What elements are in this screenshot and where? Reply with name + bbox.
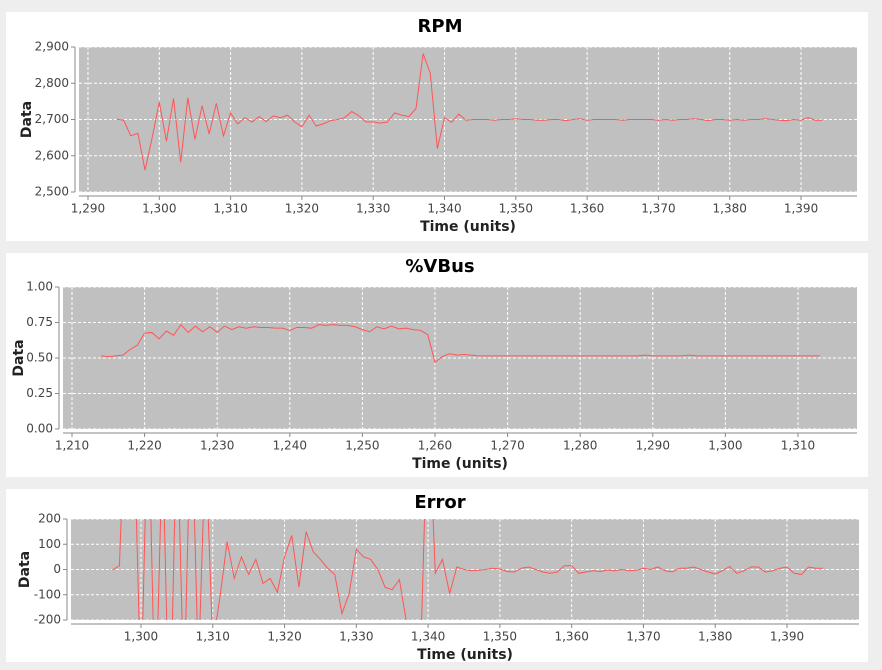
x-axis-label: Time (units) bbox=[417, 647, 513, 663]
x-tick-label: 1,270 bbox=[490, 439, 524, 453]
x-tick-label: 1,380 bbox=[713, 202, 747, 216]
x-tick-label: 1,300 bbox=[142, 202, 176, 216]
x-tick-label: 1,320 bbox=[267, 630, 301, 644]
x-tick-label: 1,330 bbox=[339, 630, 373, 644]
x-tick-label: 1,210 bbox=[55, 439, 89, 453]
y-tick-label: 2,700 bbox=[35, 112, 69, 126]
x-tick-label: 1,240 bbox=[273, 439, 307, 453]
y-tick-label: 0.50 bbox=[26, 351, 53, 365]
y-tick-label: 2,900 bbox=[35, 40, 69, 54]
data-line bbox=[116, 53, 823, 171]
y-tick-label: 2,500 bbox=[35, 185, 69, 199]
x-tick-label: 1,350 bbox=[483, 630, 517, 644]
y-tick-label: 0.75 bbox=[26, 315, 53, 329]
x-tick-label: 1,380 bbox=[698, 630, 732, 644]
x-tick-label: 1,220 bbox=[127, 439, 161, 453]
x-tick-label: 1,340 bbox=[427, 202, 461, 216]
x-tick-label: 1,290 bbox=[636, 439, 670, 453]
x-axis-label: Time (units) bbox=[412, 456, 508, 472]
y-tick-label: 2,600 bbox=[35, 148, 69, 162]
x-tick-label: 1,260 bbox=[418, 439, 452, 453]
y-tick-label: 1.00 bbox=[26, 280, 53, 294]
x-tick-label: 1,300 bbox=[708, 439, 742, 453]
x-tick-label: 1,310 bbox=[213, 202, 247, 216]
y-axis-label: Data bbox=[11, 339, 27, 376]
y-axis-label: Data bbox=[17, 551, 33, 588]
x-tick-label: 1,250 bbox=[345, 439, 379, 453]
y-tick-label: -100 bbox=[34, 587, 61, 601]
y-tick-label: -200 bbox=[34, 613, 61, 627]
y-tick-label: 100 bbox=[38, 537, 61, 551]
y-tick-label: 200 bbox=[38, 512, 61, 526]
x-tick-label: 1,280 bbox=[563, 439, 597, 453]
x-tick-label: 1,310 bbox=[781, 439, 815, 453]
x-tick-label: 1,290 bbox=[71, 202, 105, 216]
y-tick-label: 2,800 bbox=[35, 76, 69, 90]
x-tick-label: 1,350 bbox=[499, 202, 533, 216]
x-tick-label: 1,360 bbox=[570, 202, 604, 216]
x-tick-label: 1,330 bbox=[356, 202, 390, 216]
y-axis-label: Data bbox=[19, 101, 35, 138]
x-tick-label: 1,360 bbox=[554, 630, 588, 644]
x-tick-label: 1,230 bbox=[200, 439, 234, 453]
x-tick-label: 1,320 bbox=[285, 202, 319, 216]
x-tick-label: 1,300 bbox=[124, 630, 158, 644]
data-line bbox=[112, 519, 823, 620]
y-tick-label: 0.25 bbox=[26, 386, 53, 400]
x-tick-label: 1,390 bbox=[770, 630, 804, 644]
x-tick-label: 1,310 bbox=[196, 630, 230, 644]
chart-title: Error bbox=[414, 492, 465, 513]
chart-title: %VBus bbox=[405, 256, 474, 277]
x-tick-label: 1,390 bbox=[784, 202, 818, 216]
x-tick-label: 1,340 bbox=[411, 630, 445, 644]
y-tick-label: 0 bbox=[53, 562, 61, 576]
chart-title: RPM bbox=[418, 16, 463, 37]
x-axis-label: Time (units) bbox=[420, 219, 516, 235]
x-tick-label: 1,370 bbox=[641, 202, 675, 216]
x-tick-label: 1,370 bbox=[626, 630, 660, 644]
data-line bbox=[100, 323, 820, 364]
y-tick-label: 0.00 bbox=[26, 422, 53, 436]
